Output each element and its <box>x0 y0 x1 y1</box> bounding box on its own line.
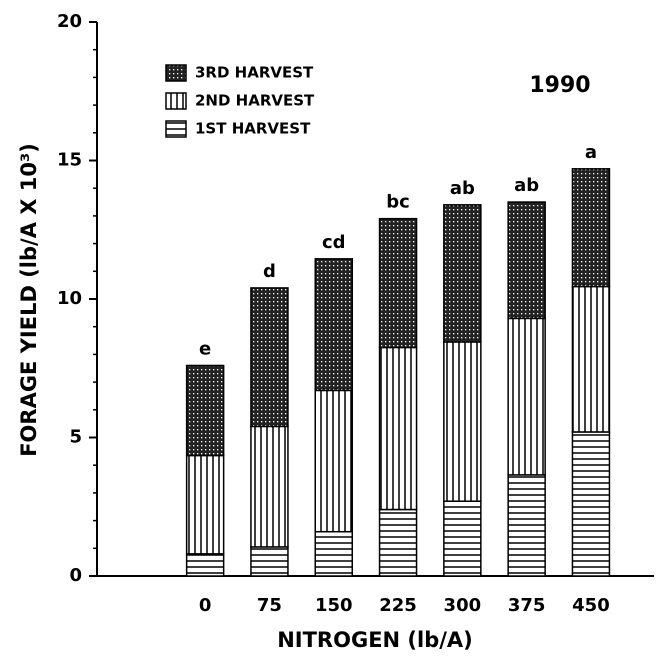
bar-segment <box>507 317 546 476</box>
y-tick-label: 15 <box>57 150 82 171</box>
legend-label: 1ST HARVEST <box>195 120 311 138</box>
annotation: 1990 <box>529 73 590 98</box>
x-tick-label: 75 <box>257 595 282 616</box>
x-tick-label: 300 <box>444 595 482 616</box>
bar-segment <box>185 553 225 577</box>
bar-segment <box>185 454 225 555</box>
legend-label: 2ND HARVEST <box>195 92 315 110</box>
legend-swatch <box>165 64 187 82</box>
x-axis-label: NITROGEN (lb/A) <box>277 628 473 652</box>
bar-segment <box>250 425 289 548</box>
bar-segment <box>378 346 418 511</box>
y-tick-label: 10 <box>57 288 82 309</box>
significance-letter: ab <box>514 175 539 196</box>
bar-segment <box>507 474 546 577</box>
x-tick-label: 225 <box>379 595 417 616</box>
significance-letter: cd <box>322 232 346 253</box>
bar-segment <box>378 508 418 577</box>
bar-segment <box>378 217 418 349</box>
x-tick-label: 450 <box>572 595 610 616</box>
bar-segment <box>571 168 611 288</box>
bar-segment <box>314 389 353 533</box>
legend-swatch <box>165 120 187 138</box>
bar-segment <box>571 431 611 577</box>
significance-letter: ab <box>450 178 475 199</box>
legend-swatch <box>165 92 187 110</box>
significance-letter: d <box>263 261 276 282</box>
bar-segment <box>314 258 353 392</box>
significance-letter: a <box>585 142 597 163</box>
x-tick-label: 0 <box>199 595 212 616</box>
bar-segment <box>443 341 482 502</box>
bar-segment <box>314 530 353 577</box>
bar-segment <box>250 287 289 428</box>
x-tick-label: 375 <box>508 595 546 616</box>
legend-label: 3RD HARVEST <box>195 64 314 82</box>
bar-segment <box>443 204 482 343</box>
y-tick-label: 20 <box>57 11 82 32</box>
bar-segment <box>507 201 546 320</box>
significance-letter: e <box>199 338 211 359</box>
bar-segment <box>250 546 289 577</box>
y-tick-label: 5 <box>69 427 82 448</box>
bar-segment <box>571 285 611 433</box>
bar-segment <box>185 364 225 457</box>
bar-segment <box>443 500 482 577</box>
x-tick-label: 150 <box>315 595 353 616</box>
y-axis-label: FORAGE YIELD (lb/A X 10³) <box>17 143 41 457</box>
y-tick-label: 0 <box>69 565 82 586</box>
significance-letter: bc <box>386 192 410 213</box>
